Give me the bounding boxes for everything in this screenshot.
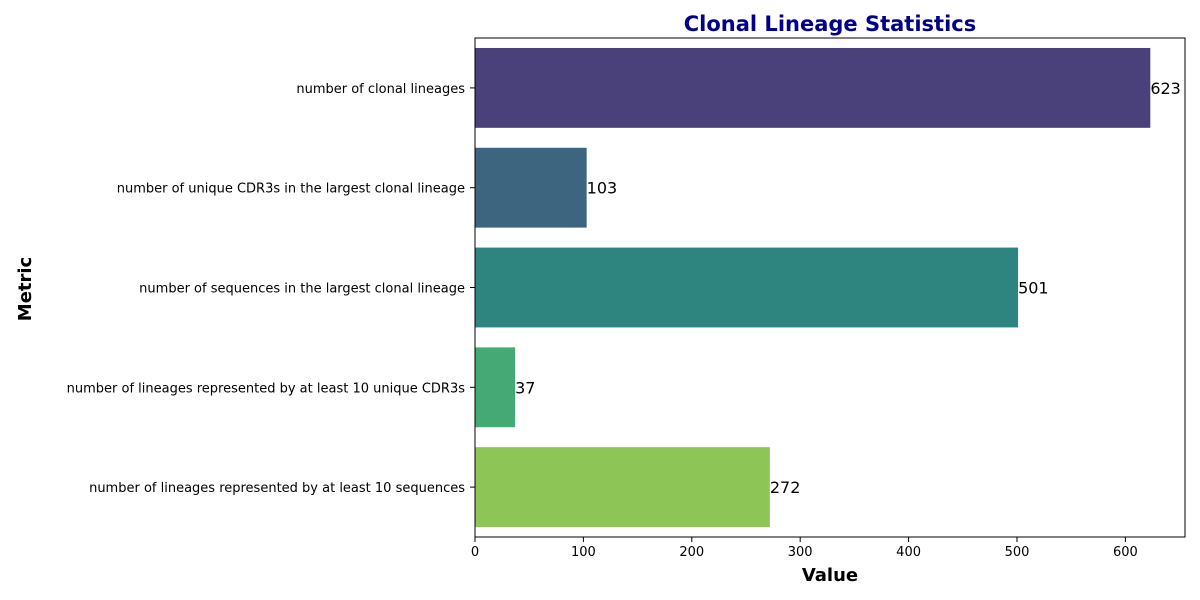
value-label-3: 501: [1018, 279, 1049, 298]
bar-3: [475, 247, 1019, 328]
x-tick-label-0: 0: [471, 545, 479, 560]
x-ticks-layer: 0 100 200 300 400 500 600: [471, 537, 1138, 560]
y-tick-label-2: number of unique CDR3s in the largest cl…: [117, 182, 465, 197]
bar-2: [475, 147, 587, 228]
bars-layer: [475, 47, 1151, 528]
value-label-1: 623: [1150, 79, 1181, 98]
bar-5: [475, 447, 770, 528]
x-tick-label-600: 600: [1113, 545, 1138, 560]
y-tick-labels-layer: number of clonal lineages number of uniqu…: [67, 82, 475, 496]
x-tick-label-500: 500: [1005, 545, 1030, 560]
value-label-5: 272: [770, 478, 801, 497]
bar-4: [475, 347, 516, 428]
value-labels-layer: 623 103 501 37 272: [515, 79, 1181, 497]
x-tick-label-400: 400: [896, 545, 921, 560]
x-axis-title: Value: [802, 565, 858, 586]
bar-1: [475, 47, 1151, 128]
y-tick-label-4: number of lineages represented by at lea…: [67, 381, 466, 396]
x-tick-label-200: 200: [679, 545, 704, 560]
value-label-2: 103: [587, 179, 618, 198]
x-tick-label-300: 300: [788, 545, 813, 560]
y-tick-label-3: number of sequences in the largest clona…: [139, 282, 465, 297]
x-tick-label-100: 100: [571, 545, 596, 560]
value-label-4: 37: [515, 378, 535, 397]
plot-frame: [474, 37, 1186, 538]
y-tick-label-5: number of lineages represented by at lea…: [89, 481, 465, 496]
axes-frame: [474, 37, 1186, 538]
y-tick-label-1: number of clonal lineages: [296, 82, 465, 97]
y-axis-title: Metric: [15, 257, 36, 321]
chart-title: Clonal Lineage Statistics: [684, 12, 976, 36]
